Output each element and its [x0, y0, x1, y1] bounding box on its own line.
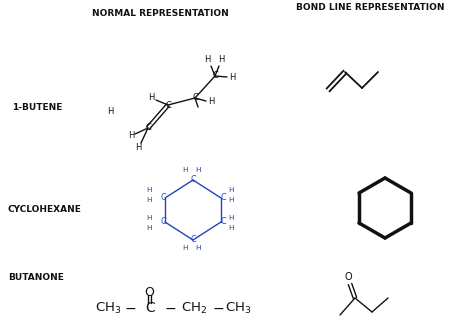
Text: H: H [228, 225, 234, 231]
Text: H: H [195, 245, 201, 251]
Text: H: H [195, 167, 201, 173]
Text: C: C [160, 193, 166, 203]
Text: H: H [182, 167, 188, 173]
Text: H: H [208, 97, 214, 107]
Text: H: H [148, 92, 154, 102]
Text: O: O [344, 272, 352, 282]
Text: H: H [204, 55, 210, 64]
Text: $\mathregular{CH_3}$: $\mathregular{CH_3}$ [95, 300, 121, 315]
Text: BOND LINE REPRESENTATION: BOND LINE REPRESENTATION [296, 4, 444, 13]
Text: $\mathregular{C}$: $\mathregular{C}$ [145, 301, 155, 315]
Text: $\mathregular{CH_2}$: $\mathregular{CH_2}$ [181, 300, 207, 315]
Text: C: C [212, 72, 218, 81]
Text: H: H [218, 55, 224, 64]
Text: C: C [220, 217, 226, 226]
Text: $\mathregular{O}$: $\mathregular{O}$ [145, 285, 155, 299]
Text: H: H [128, 131, 134, 141]
Text: H: H [135, 143, 141, 151]
Text: H: H [228, 215, 234, 221]
Text: H: H [107, 108, 113, 116]
Text: H: H [146, 215, 152, 221]
Text: C: C [190, 236, 196, 245]
Text: H: H [146, 197, 152, 203]
Text: $-$: $-$ [164, 301, 176, 315]
Text: H: H [182, 245, 188, 251]
Text: H: H [228, 197, 234, 203]
Text: BUTANONE: BUTANONE [8, 274, 64, 282]
Text: 1-BUTENE: 1-BUTENE [12, 104, 63, 113]
Text: H: H [229, 74, 235, 82]
Text: C: C [145, 123, 151, 133]
Text: C: C [220, 193, 226, 203]
Text: C: C [190, 176, 196, 184]
Text: C: C [192, 93, 198, 103]
Text: $\mathregular{CH_3}$: $\mathregular{CH_3}$ [225, 300, 251, 315]
Text: C: C [160, 217, 166, 226]
Text: H: H [228, 187, 234, 193]
Text: NORMAL REPRESENTATION: NORMAL REPRESENTATION [91, 10, 228, 18]
Text: CYCLOHEXANE: CYCLOHEXANE [8, 206, 82, 214]
Text: H: H [146, 187, 152, 193]
Text: $-$: $-$ [212, 301, 224, 315]
Text: H: H [146, 225, 152, 231]
Text: C: C [165, 101, 171, 110]
Text: $-$: $-$ [124, 301, 136, 315]
